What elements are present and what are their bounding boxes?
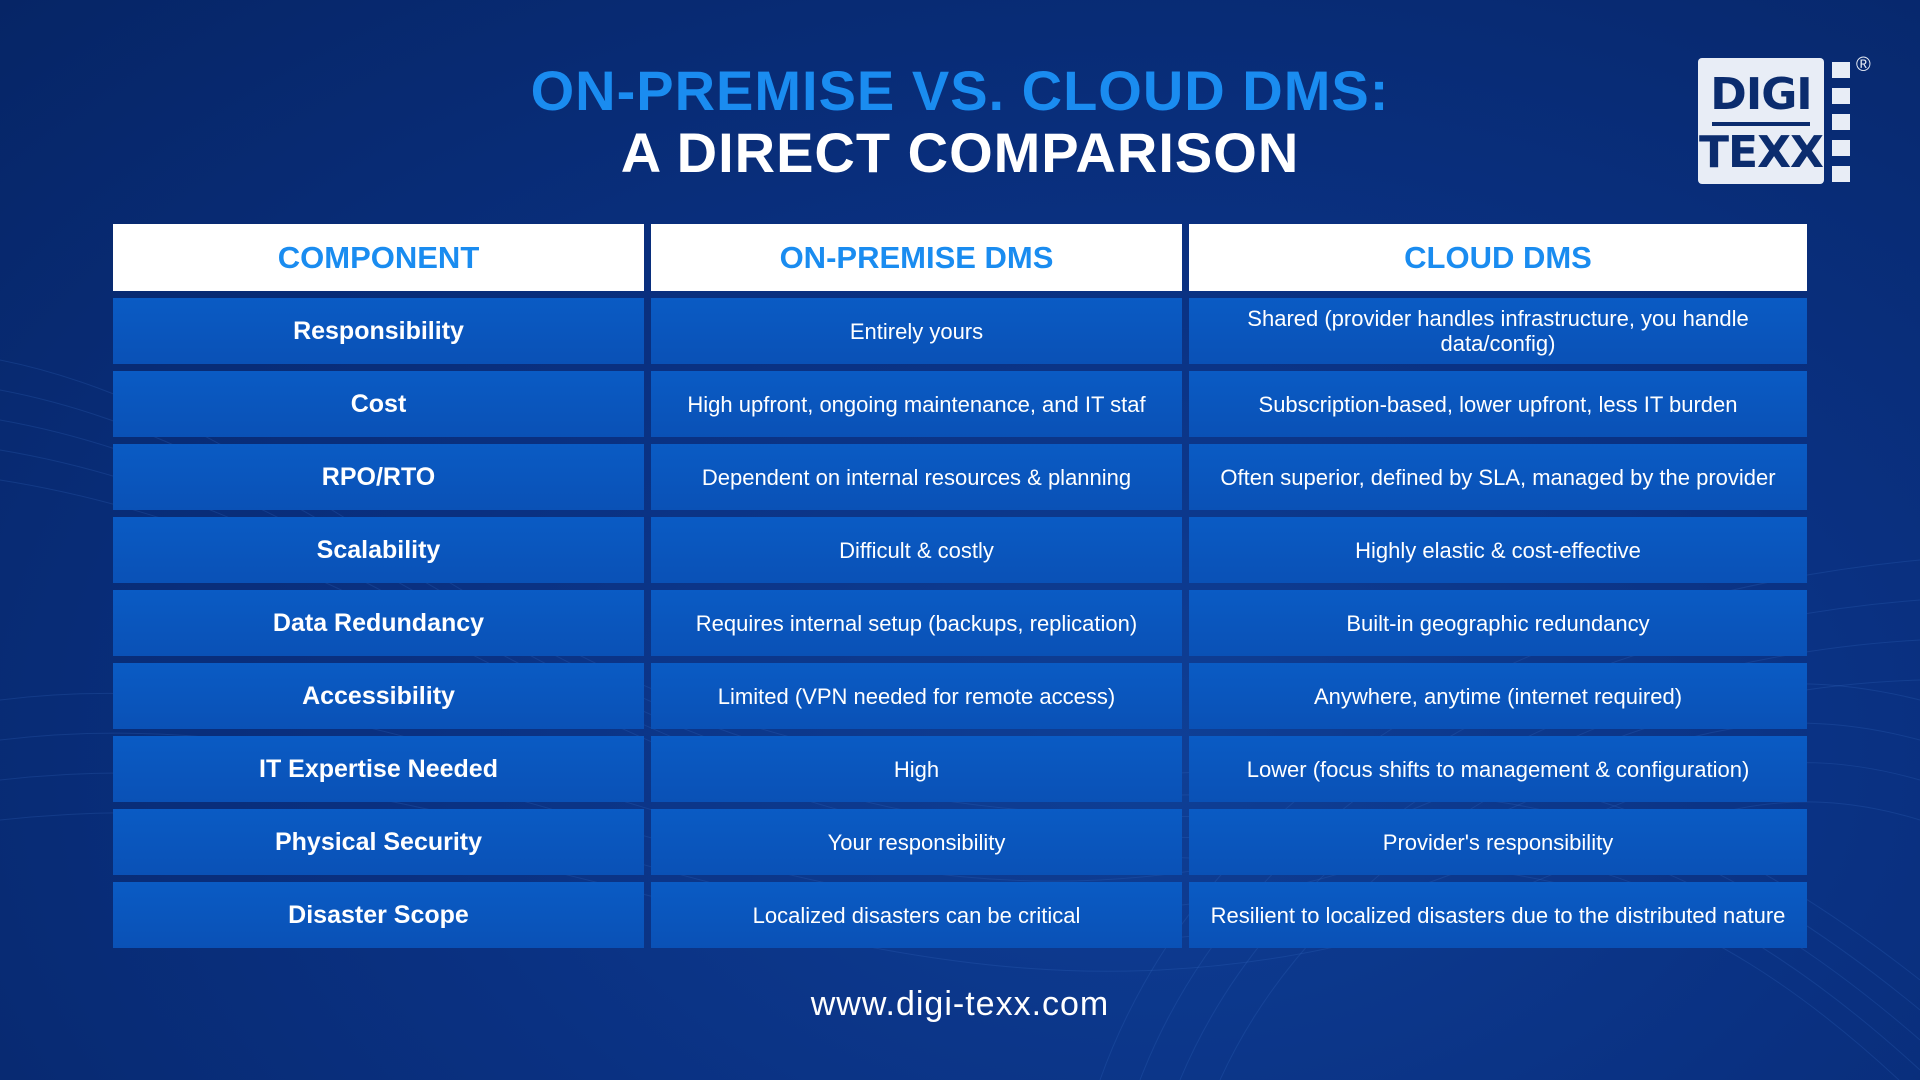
row-cloud: Resilient to localized disasters due to …	[1189, 882, 1807, 948]
row-component: Scalability	[113, 517, 644, 583]
table-row: Scalability Difficult & costly Highly el…	[113, 517, 1807, 583]
table-row: Physical Security Your responsibility Pr…	[113, 809, 1807, 875]
row-cloud: Provider's responsibility	[1189, 809, 1807, 875]
logo-stripe	[1832, 62, 1850, 78]
header-cloud: CLOUD DMS	[1189, 224, 1807, 291]
row-component: Responsibility	[113, 298, 644, 364]
logo-text-texx: TEXX	[1699, 127, 1824, 178]
row-component: Disaster Scope	[113, 882, 644, 948]
table-row: Accessibility Limited (VPN needed for re…	[113, 663, 1807, 729]
row-component: Physical Security	[113, 809, 644, 875]
logo-stripe	[1832, 140, 1850, 156]
row-on-premise: Difficult & costly	[651, 517, 1182, 583]
comparison-table: COMPONENT ON-PREMISE DMS CLOUD DMS Respo…	[113, 224, 1807, 955]
table-row: IT Expertise Needed High Lower (focus sh…	[113, 736, 1807, 802]
row-cloud: Often superior, defined by SLA, managed …	[1189, 444, 1807, 510]
row-cloud: Shared (provider handles infrastructure,…	[1189, 298, 1807, 364]
logo-stripe	[1832, 88, 1850, 104]
row-cloud: Built-in geographic redundancy	[1189, 590, 1807, 656]
logo-stripe	[1832, 166, 1850, 182]
row-component: Accessibility	[113, 663, 644, 729]
row-on-premise: Requires internal setup (backups, replic…	[651, 590, 1182, 656]
header-component: COMPONENT	[113, 224, 644, 291]
table-header-row: COMPONENT ON-PREMISE DMS CLOUD DMS	[113, 224, 1807, 291]
row-cloud: Anywhere, anytime (internet required)	[1189, 663, 1807, 729]
digitexx-logo: DIGI TEXX ®	[1698, 54, 1871, 188]
row-component: RPO/RTO	[113, 444, 644, 510]
row-component: Cost	[113, 371, 644, 437]
table-row: Cost High upfront, ongoing maintenance, …	[113, 371, 1807, 437]
table-row: Disaster Scope Localized disasters can b…	[113, 882, 1807, 948]
row-cloud: Subscription-based, lower upfront, less …	[1189, 371, 1807, 437]
table-row: Data Redundancy Requires internal setup …	[113, 590, 1807, 656]
row-cloud: Lower (focus shifts to management & conf…	[1189, 736, 1807, 802]
table-row: RPO/RTO Dependent on internal resources …	[113, 444, 1807, 510]
row-component: Data Redundancy	[113, 590, 644, 656]
logo-box	[1698, 58, 1824, 184]
title-line-1: ON-PREMISE VS. CLOUD DMS:	[530, 59, 1390, 122]
row-on-premise: High	[651, 736, 1182, 802]
row-on-premise: Entirely yours	[651, 298, 1182, 364]
row-on-premise: Limited (VPN needed for remote access)	[651, 663, 1182, 729]
row-on-premise: Localized disasters can be critical	[651, 882, 1182, 948]
table-row: Responsibility Entirely yours Shared (pr…	[113, 298, 1807, 364]
logo-text-digi: DIGI	[1710, 69, 1812, 120]
logo-divider	[1712, 122, 1810, 126]
row-component: IT Expertise Needed	[113, 736, 644, 802]
website-url: www.digi-texx.com	[810, 985, 1110, 1023]
registered-mark: ®	[1856, 54, 1871, 76]
title-line-2: A DIRECT COMPARISON	[620, 121, 1300, 184]
row-cloud: Highly elastic & cost-effective	[1189, 517, 1807, 583]
row-on-premise: High upfront, ongoing maintenance, and I…	[651, 371, 1182, 437]
row-on-premise: Dependent on internal resources & planni…	[651, 444, 1182, 510]
header-on-premise: ON-PREMISE DMS	[651, 224, 1182, 291]
logo-stripe	[1832, 114, 1850, 130]
row-on-premise: Your responsibility	[651, 809, 1182, 875]
